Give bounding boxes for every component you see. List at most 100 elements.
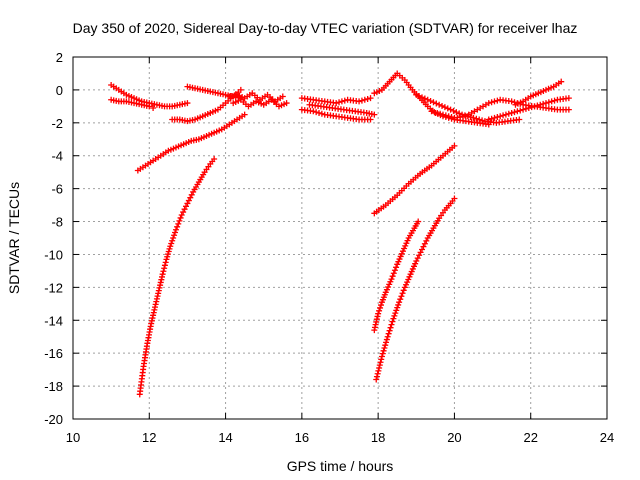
- data-point: [388, 321, 395, 328]
- data-point: [167, 243, 174, 250]
- data-point: [378, 353, 385, 360]
- data-point: [393, 307, 400, 314]
- data-point: [502, 111, 509, 118]
- y-tick-label: -12: [44, 280, 63, 295]
- data-point: [371, 111, 378, 118]
- data-point: [175, 220, 182, 227]
- data-point: [473, 115, 480, 122]
- data-point: [419, 94, 426, 101]
- data-point: [424, 96, 431, 103]
- data-point: [414, 255, 421, 262]
- data-point: [434, 109, 441, 116]
- data-point: [433, 100, 440, 107]
- axis-ticks: [72, 56, 608, 420]
- data-point: [159, 271, 166, 278]
- series-arc-m: [485, 95, 572, 123]
- data-point: [211, 156, 218, 163]
- data-point: [378, 356, 385, 363]
- y-tick-label: -14: [44, 313, 63, 328]
- data-point: [361, 96, 368, 103]
- x-tick-label: 10: [66, 430, 80, 445]
- x-tick-label: 24: [600, 430, 614, 445]
- series-arc-b: [108, 96, 157, 112]
- data-point: [177, 214, 184, 221]
- data-point: [423, 237, 430, 244]
- data-point: [398, 293, 405, 300]
- data-point: [313, 109, 320, 116]
- data-point: [382, 342, 389, 349]
- data-point: [431, 109, 438, 116]
- data-point: [453, 109, 460, 116]
- data-point: [146, 103, 153, 110]
- data-point: [444, 105, 451, 112]
- data-point: [375, 367, 382, 374]
- data-point: [393, 264, 400, 271]
- series-arc-p: [136, 156, 218, 398]
- series-arc-s: [373, 195, 458, 383]
- data-point: [187, 194, 194, 201]
- data-point: [545, 99, 552, 106]
- data-point: [384, 333, 391, 340]
- data-point: [537, 101, 544, 108]
- y-tick-label: -16: [44, 346, 63, 361]
- data-point: [390, 315, 397, 322]
- data-point: [416, 93, 423, 100]
- data-point: [390, 270, 397, 277]
- data-point: [485, 116, 492, 123]
- data-point: [383, 336, 390, 343]
- data-point: [333, 100, 340, 107]
- data-point: [358, 97, 365, 104]
- data-point: [450, 107, 457, 114]
- data-point: [421, 240, 428, 247]
- x-tick-label: 12: [142, 430, 156, 445]
- data-point: [508, 109, 515, 116]
- data-point: [150, 105, 157, 112]
- data-point: [399, 290, 406, 297]
- data-point: [168, 240, 175, 247]
- series-arc-r: [371, 218, 422, 334]
- data-point: [525, 105, 532, 112]
- data-point: [181, 206, 188, 213]
- x-tick-label: 18: [371, 430, 385, 445]
- data-point: [439, 111, 446, 118]
- data-point: [383, 339, 390, 346]
- data-point: [428, 108, 435, 115]
- data-point: [375, 310, 382, 317]
- data-point: [416, 252, 423, 259]
- data-point: [162, 259, 169, 266]
- data-point: [448, 114, 455, 121]
- data-point: [188, 191, 195, 198]
- series-arc-d: [169, 86, 244, 125]
- data-point: [451, 142, 458, 149]
- data-point: [367, 95, 374, 102]
- data-point: [531, 103, 538, 110]
- data-point: [396, 299, 403, 306]
- data-point: [283, 100, 290, 107]
- data-point: [491, 114, 498, 121]
- series-arc-h: [298, 106, 374, 123]
- data-point: [378, 302, 385, 309]
- series-arc-i: [306, 101, 378, 118]
- data-point: [380, 347, 387, 354]
- series-arc-e: [226, 90, 286, 105]
- data-point: [514, 108, 521, 115]
- data-point: [161, 265, 168, 272]
- data-point: [241, 111, 248, 118]
- data-point: [174, 223, 181, 230]
- data-point: [476, 116, 483, 123]
- data-point: [488, 99, 495, 106]
- data-point: [391, 267, 398, 274]
- data-point: [185, 197, 192, 204]
- data-point: [182, 203, 189, 210]
- data-point: [172, 226, 179, 233]
- data-point: [394, 304, 401, 311]
- data-point: [400, 287, 407, 294]
- plot-frame: [72, 56, 608, 420]
- data-point: [508, 98, 515, 105]
- data-point: [430, 99, 437, 106]
- data-point: [565, 106, 572, 113]
- data-point: [391, 312, 398, 319]
- y-tick-label: -18: [44, 379, 63, 394]
- data-point: [494, 114, 501, 121]
